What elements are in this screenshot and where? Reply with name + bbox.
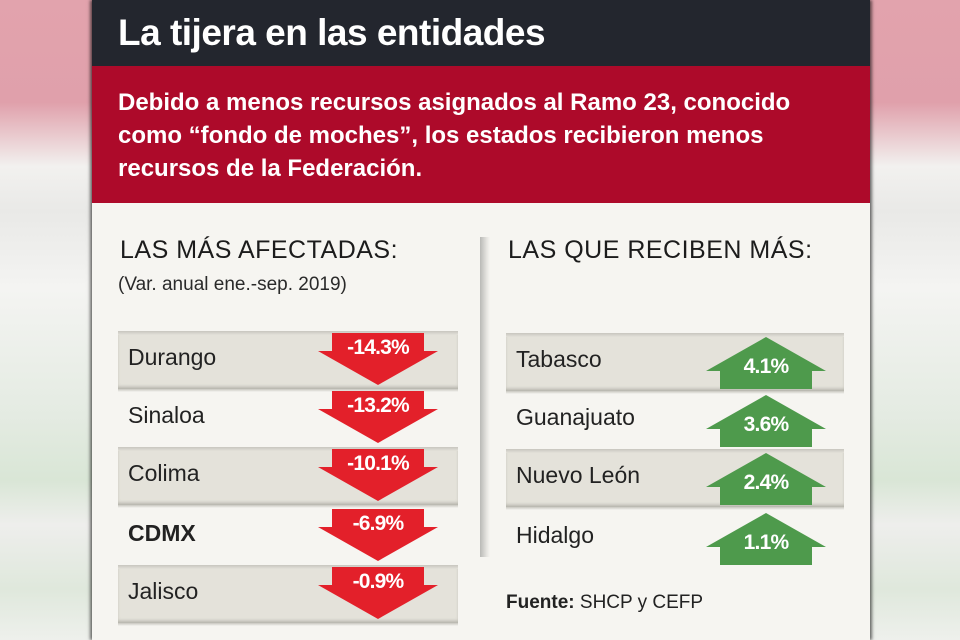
value-label: -0.9% bbox=[352, 570, 405, 593]
intro-bar: Debido a menos recursos asignados al Ram… bbox=[92, 66, 870, 203]
infographic-card: La tijera en las entidades Debido a meno… bbox=[92, 0, 870, 640]
arrow-down-icon: -13.2% bbox=[318, 391, 438, 445]
subtitle: (Var. anual ene.-sep. 2019) bbox=[118, 274, 347, 295]
arrow-down-icon: -10.1% bbox=[318, 449, 438, 503]
value-label: -6.9% bbox=[352, 512, 405, 535]
state-name: Colima bbox=[128, 460, 200, 486]
arrow-up-icon: 2.4% bbox=[706, 451, 826, 505]
table-row: Tabasco 4.1% bbox=[506, 333, 844, 394]
value-label: 4.1% bbox=[743, 355, 789, 378]
source-label: Fuente: bbox=[506, 592, 575, 613]
table-row: Hidalgo 1.1% bbox=[506, 509, 844, 567]
arrow-up-icon: 1.1% bbox=[706, 511, 826, 565]
state-name: Nuevo León bbox=[516, 462, 641, 488]
background-blur-left bbox=[0, 0, 92, 640]
table-row: Durango -14.3% bbox=[118, 331, 458, 392]
value-label: 2.4% bbox=[743, 471, 789, 494]
state-name: Tabasco bbox=[516, 346, 602, 372]
source-note: Fuente: SHCP y CEFP bbox=[506, 592, 703, 614]
table-row: CDMX -6.9% bbox=[118, 507, 458, 565]
decrease-arrow-shape bbox=[318, 391, 438, 443]
source-text: SHCP y CEFP bbox=[579, 592, 704, 613]
arrow-up-icon: 4.1% bbox=[706, 335, 826, 389]
state-name: CDMX bbox=[128, 520, 196, 546]
table-row: Jalisco -0.9% bbox=[118, 565, 458, 626]
table-row: Sinaloa -13.2% bbox=[118, 389, 458, 447]
table-row: Colima -10.1% bbox=[118, 447, 458, 508]
value-label: -10.1% bbox=[347, 452, 410, 475]
value-label: 1.1% bbox=[743, 531, 789, 554]
arrow-down-icon: -0.9% bbox=[318, 567, 438, 621]
increase-arrow-shape bbox=[706, 513, 826, 565]
state-name: Hidalgo bbox=[516, 522, 594, 548]
decrease-arrow-shape bbox=[318, 567, 438, 619]
value-label: -14.3% bbox=[347, 336, 410, 359]
value-label: -13.2% bbox=[347, 394, 410, 417]
column-divider bbox=[480, 237, 490, 557]
heading-receive-more: LAS QUE RECIBEN MÁS: bbox=[508, 236, 813, 264]
intro-text: Debido a menos recursos asignados al Ram… bbox=[118, 89, 791, 182]
arrow-down-icon: -14.3% bbox=[318, 333, 438, 387]
arrow-down-icon: -6.9% bbox=[318, 509, 438, 563]
increase-arrow-shape bbox=[706, 453, 826, 505]
heading-most-affected: LAS MÁS AFECTADAS: bbox=[120, 236, 399, 264]
state-name: Sinaloa bbox=[128, 402, 205, 428]
increase-arrow-shape bbox=[706, 395, 826, 447]
page-title: La tijera en las entidades bbox=[118, 12, 546, 53]
decrease-arrow-shape bbox=[318, 449, 438, 501]
state-name: Durango bbox=[128, 344, 217, 370]
table-row: Guanajuato 3.6% bbox=[506, 391, 844, 449]
title-bar: La tijera en las entidades bbox=[92, 0, 870, 66]
state-name: Jalisco bbox=[128, 578, 199, 604]
decrease-arrow-shape bbox=[318, 509, 438, 561]
increase-arrow-shape bbox=[706, 337, 826, 389]
value-label: 3.6% bbox=[743, 413, 789, 436]
table-row: Nuevo León 2.4% bbox=[506, 449, 844, 510]
state-name: Guanajuato bbox=[516, 404, 635, 430]
arrow-up-icon: 3.6% bbox=[706, 393, 826, 447]
decrease-arrow-shape bbox=[318, 333, 438, 385]
background-blur-right bbox=[870, 0, 960, 640]
